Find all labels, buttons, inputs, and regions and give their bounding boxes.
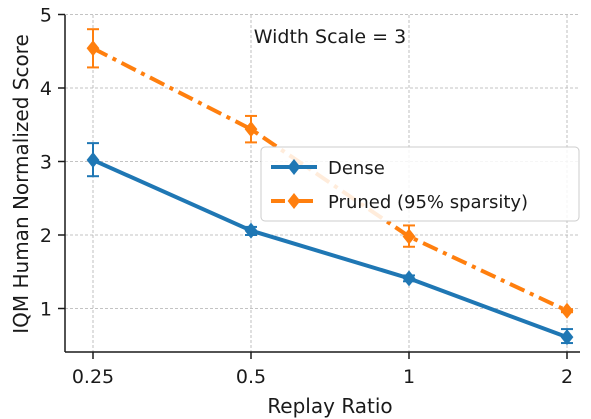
data-point [244,121,258,138]
series-line [92,158,568,340]
y-tick-label: 5 [40,5,52,27]
series-dense [86,142,574,346]
y-tick-label: 2 [40,225,52,247]
data-point [86,40,100,57]
data-point [402,270,416,287]
y-tick-label: 1 [40,299,52,321]
legend-box [260,146,580,222]
grid [65,14,580,352]
y-tick-label: 3 [40,152,52,174]
x-tick-label: 0.5 [236,366,266,388]
data-point [560,329,574,346]
legend-label: Dense [328,158,385,179]
y-ticks: 1 2 3 4 5 [40,5,65,321]
legend-label: Pruned (95% sparsity) [328,192,528,213]
series-line [92,46,568,313]
data-point [402,228,416,245]
legend: Dense Pruned (95% sparsity) [260,146,580,222]
x-ticks: 0.25 0.5 1 2 [72,352,573,388]
data-point [560,302,574,319]
y-tick-label: 4 [40,78,52,100]
legend-marker [287,193,301,209]
series-pruned [86,28,574,319]
x-tick-label: 1 [403,366,415,388]
series-layer [86,28,574,346]
y-axis-label: IQM Human Normalized Score [9,34,33,334]
x-tick-label: 0.25 [72,366,114,388]
data-point [86,152,100,169]
chart-annotation: Width Scale = 3 [254,26,406,48]
legend-marker [287,159,301,175]
x-axis-label: Replay Ratio [267,394,392,418]
data-point [244,222,258,239]
x-tick-label: 2 [561,366,573,388]
